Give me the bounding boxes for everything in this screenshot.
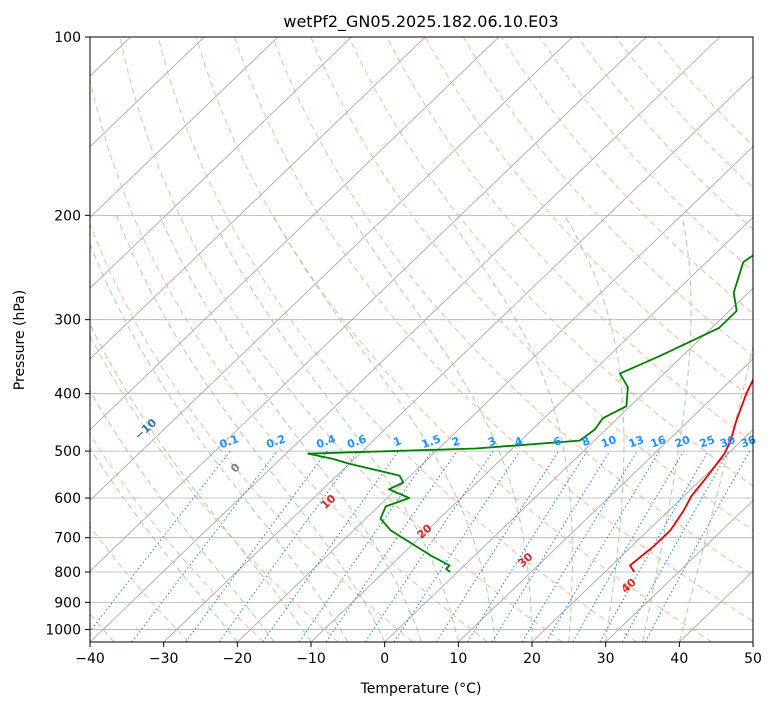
x-tick-label: 10 — [449, 651, 467, 667]
dry-adiabat-line — [234, 37, 753, 622]
moist-adiabat-line — [90, 323, 312, 642]
dry-adiabat-line — [90, 77, 488, 642]
dry-adiabat-line — [310, 37, 753, 531]
moist-adiabat-line — [116, 215, 386, 642]
y-tick-label: 200 — [54, 208, 81, 224]
dry-adiabat-line — [577, 37, 753, 230]
isotherm-line — [458, 358, 753, 642]
dry-adiabat-line — [272, 37, 753, 577]
dry-adiabat-line — [539, 37, 753, 272]
isotherm-line — [605, 499, 753, 642]
mixing-ratio-label: 0.2 — [265, 432, 288, 451]
moist-adiabat-line — [564, 215, 625, 642]
mixing-ratio-label: 0.6 — [345, 432, 368, 451]
mixing-ratio-label: 6 — [552, 434, 564, 449]
mixing-ratio-line — [491, 450, 611, 642]
dry-adiabat-line — [348, 37, 753, 487]
isotherm-line — [90, 37, 426, 360]
x-axis-label: Temperature (°C) — [360, 681, 482, 697]
x-tick-label: 30 — [597, 651, 615, 667]
y-tick-label: 1000 — [45, 622, 81, 638]
y-tick-label: 700 — [54, 531, 81, 547]
y-tick-label: 500 — [54, 444, 81, 460]
mixing-ratio-label: 3 — [486, 434, 498, 449]
dry-adiabat-line — [90, 223, 414, 642]
mixing-ratio-line — [218, 450, 359, 642]
dry-adiabat-line — [90, 334, 339, 642]
moist-adiabat-line — [642, 215, 692, 642]
dewpoint-profile-line — [307, 254, 753, 573]
plot-area — [90, 37, 753, 642]
mixing-ratio-line — [644, 450, 751, 642]
dry-adiabat-line — [386, 37, 753, 443]
y-axis-label: Pressure (hPa) — [12, 290, 28, 390]
y-tick-label: 300 — [54, 313, 81, 329]
mixing-ratio-line — [545, 450, 660, 642]
mixing-ratio-label: 8 — [580, 434, 592, 449]
mixing-ratio-line — [521, 450, 638, 642]
isotherm-line — [163, 75, 753, 642]
mixing-ratio-label: 10 — [599, 433, 618, 451]
x-tick-label: 0 — [380, 651, 389, 667]
mixing-ratio-label: 25 — [698, 433, 717, 450]
moist-adiabat-line — [90, 389, 275, 642]
moist-adiabat-line — [159, 215, 422, 642]
moist-adiabat-line — [349, 215, 533, 642]
dry-adiabat-line — [157, 37, 638, 642]
isotherm-line — [90, 37, 647, 572]
isotherm-line — [531, 429, 753, 642]
moist-adiabat-line — [447, 215, 573, 642]
moist-adiabat-line — [272, 215, 496, 642]
mixing-ratio-line — [435, 450, 560, 642]
mixing-ratio-line — [621, 450, 730, 642]
mixing-ratio-label: 1.5 — [420, 432, 443, 451]
x-tick-label: −30 — [149, 651, 179, 667]
mixing-ratio-line — [262, 450, 399, 642]
isotherm-line — [90, 37, 279, 218]
y-tick-label: 800 — [54, 565, 81, 581]
mixing-ratio-label: 2 — [450, 434, 462, 449]
x-tick-label: 20 — [523, 651, 541, 667]
x-axis: −40 −30 −20 −10 0 10 20 30 40 50 — [75, 642, 762, 667]
moist-adiabat-line — [90, 447, 238, 642]
mixing-ratio-line — [325, 450, 458, 642]
x-tick-label: −40 — [75, 651, 105, 667]
isotherm-line — [237, 146, 753, 642]
mixing-ratio-label: 30 — [718, 433, 737, 451]
mixing-ratio-label: 16 — [649, 433, 668, 451]
x-tick-label: −10 — [296, 651, 326, 667]
isotherm-line — [90, 37, 721, 642]
mixing-ratio-label: 20 — [673, 433, 692, 451]
isotherm-line — [384, 287, 753, 642]
isotherm-line — [90, 37, 205, 148]
mixing-ratio-label: 4 — [513, 434, 525, 449]
mixing-ratio-label: 0.4 — [315, 432, 338, 451]
y-tick-label: 900 — [54, 595, 81, 611]
y-tick-label: 100 — [54, 30, 81, 46]
mixing-ratio-line — [90, 450, 231, 633]
isotherm-line — [90, 37, 500, 431]
moist-adiabat-line — [210, 215, 459, 642]
y-tick-label: 400 — [54, 387, 81, 403]
dry-adiabat-line — [195, 37, 712, 642]
temperature-profile-line — [629, 377, 753, 573]
y-axis: 100 200 300 400 500 600 700 800 900 1000 — [45, 30, 90, 638]
isotherm-line — [90, 37, 573, 502]
isotherm-line — [90, 37, 352, 289]
plot-frame — [89, 36, 754, 643]
mixing-ratio-label: 0.1 — [218, 432, 241, 451]
mixing-ratio-label: 13 — [627, 433, 646, 450]
mixing-ratio-line — [467, 450, 588, 642]
dry-adiabat-line — [90, 525, 190, 642]
x-tick-label: −20 — [223, 651, 253, 667]
x-tick-label: 50 — [744, 651, 762, 667]
mixing-ratio-label: 1 — [392, 434, 404, 449]
dry-adiabat-line — [119, 37, 563, 642]
chart-title: wetPf2_GN05.2025.182.06.10.E03 — [283, 12, 558, 32]
dry-adiabat-line — [462, 37, 753, 357]
x-tick-label: 40 — [670, 651, 688, 667]
mixing-ratio-line — [572, 450, 685, 642]
y-tick-label: 600 — [54, 491, 81, 507]
